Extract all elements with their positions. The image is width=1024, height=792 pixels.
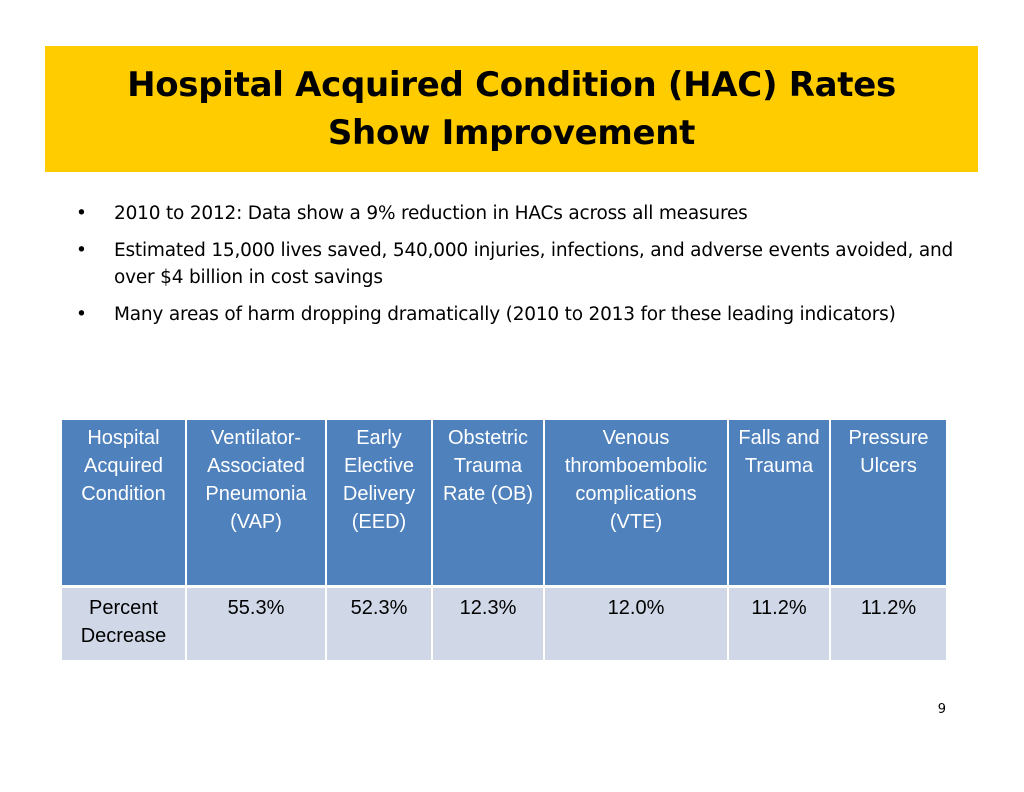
bullet-item: • Many areas of harm dropping dramatical… bbox=[74, 301, 954, 328]
bullet-item: • Estimated 15,000 lives saved, 540,000 … bbox=[74, 237, 954, 291]
column-header: Venous thromboembolic complications (VTE… bbox=[544, 420, 729, 586]
page-number: 9 bbox=[937, 702, 946, 717]
table-header-row: Hospital Acquired Condition Ventilator-A… bbox=[62, 420, 946, 586]
table-cell: 11.2% bbox=[830, 584, 946, 660]
column-header: Ventilator-Associated Pneumonia (VAP) bbox=[186, 420, 327, 586]
table-cell: 55.3% bbox=[186, 584, 327, 660]
column-header: Hospital Acquired Condition bbox=[62, 420, 187, 586]
bullet-marker: • bbox=[76, 203, 87, 224]
column-header: Obstetric Trauma Rate (OB) bbox=[432, 420, 545, 586]
table-row: Percent Decrease 55.3% 52.3% 12.3% 12.0%… bbox=[62, 584, 946, 660]
slide-title-line-2: Show Improvement bbox=[327, 113, 696, 153]
table-cell: 12.0% bbox=[544, 584, 729, 660]
bullet-text: Estimated 15,000 lives saved, 540,000 in… bbox=[114, 240, 954, 288]
column-header: Early Elective Delivery (EED) bbox=[326, 420, 433, 586]
bullet-text: Many areas of harm dropping dramatically… bbox=[114, 304, 896, 325]
bullet-item: • 2010 to 2012: Data show a 9% reduction… bbox=[74, 200, 954, 227]
column-header: Pressure Ulcers bbox=[830, 420, 946, 586]
bullet-list: • 2010 to 2012: Data show a 9% reduction… bbox=[74, 200, 954, 338]
hac-rates-table: Hospital Acquired Condition Ventilator-A… bbox=[62, 420, 946, 660]
slide-title-line-1: Hospital Acquired Condition (HAC) Rates bbox=[127, 65, 896, 105]
title-banner: Hospital Acquired Condition (HAC) Rates … bbox=[45, 46, 978, 172]
slide-title: Hospital Acquired Condition (HAC) Rates … bbox=[127, 61, 896, 157]
bullet-text: 2010 to 2012: Data show a 9% reduction i… bbox=[114, 203, 748, 224]
table-cell: 11.2% bbox=[728, 584, 831, 660]
table-cell: 12.3% bbox=[432, 584, 545, 660]
bullet-marker: • bbox=[76, 240, 87, 261]
column-header: Falls and Trauma bbox=[728, 420, 831, 586]
row-label-cell: Percent Decrease bbox=[62, 584, 187, 660]
bullet-marker: • bbox=[76, 304, 87, 325]
table-cell: 52.3% bbox=[326, 584, 433, 660]
